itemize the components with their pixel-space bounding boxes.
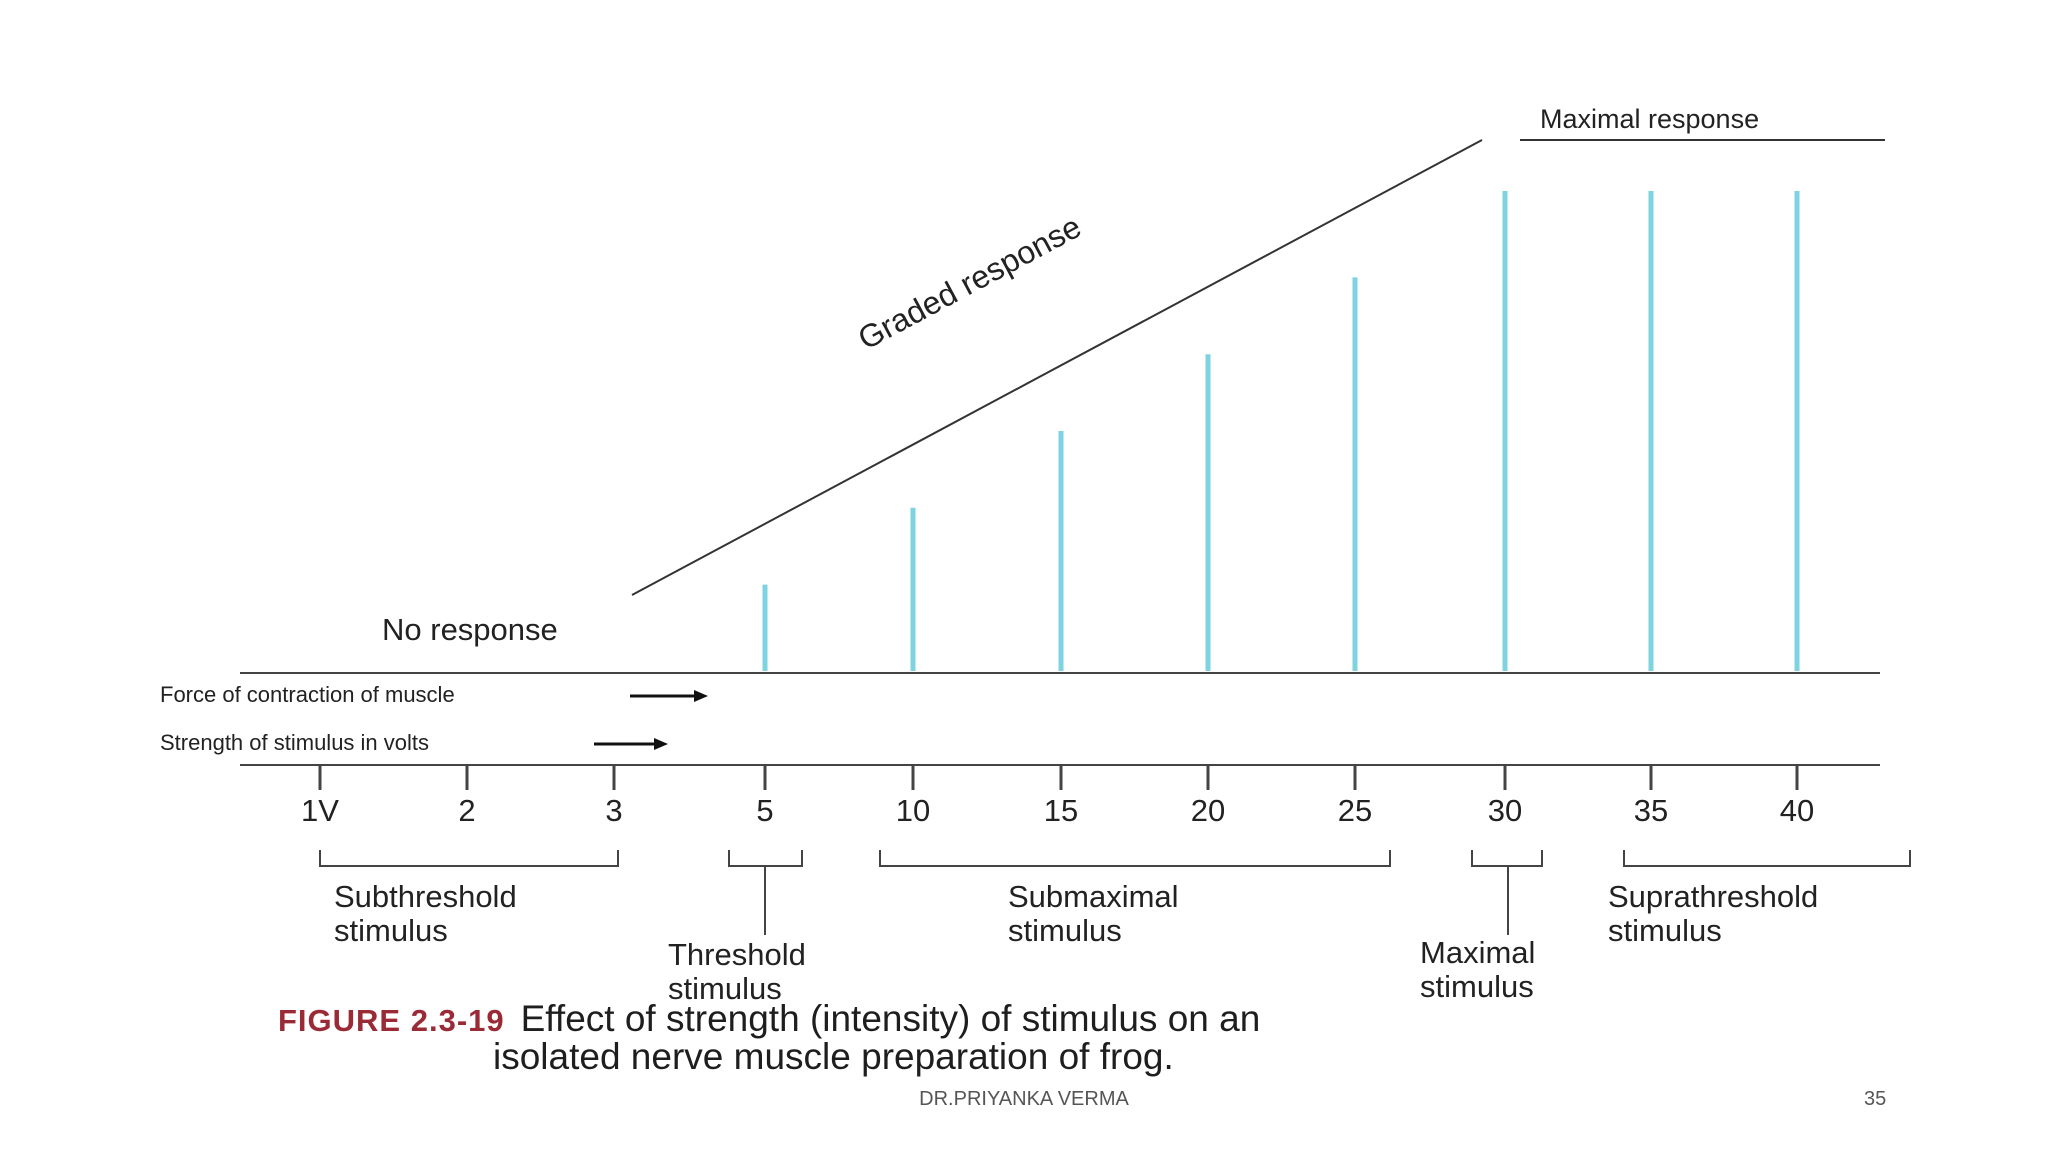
- page-number: 35: [1864, 1088, 1887, 1110]
- caption-text-1: Effect of strength (intensity) of stimul…: [520, 998, 1261, 1039]
- submaximal-label: Submaximal stimulus: [1008, 879, 1179, 949]
- threshold-bracket: [728, 850, 803, 935]
- tick-label: 3: [605, 793, 623, 828]
- footer-author: DR.PRIYANKA VERMA: [919, 1088, 1129, 1110]
- tick-label: 5: [756, 793, 774, 828]
- figure-caption: FIGURE 2.3-19 Effect of strength (intensi…: [278, 998, 1778, 1076]
- no-response-label: No response: [382, 612, 558, 647]
- maximal-label: Maximal stimulus: [1420, 935, 1536, 1005]
- threshold-label: Threshold stimulus: [668, 938, 806, 1002]
- suprathreshold-bracket: [1623, 850, 1911, 867]
- tick-label: 2: [458, 793, 476, 828]
- caption-line-1: FIGURE 2.3-19 Effect of strength (intensi…: [278, 998, 1778, 1039]
- tick-label: 10: [895, 793, 931, 828]
- suprathreshold-label: Suprathreshold stimulus: [1608, 879, 1819, 949]
- submaximal-bracket: [879, 850, 1391, 867]
- caption-line-2: isolated nerve muscle preparation of fro…: [278, 1038, 1778, 1076]
- force-axis-label: Force of contraction of muscle: [160, 682, 455, 707]
- tick-label: 1V: [301, 793, 339, 828]
- force-arrow-head: [694, 690, 708, 702]
- strength-arrow-head: [654, 738, 668, 750]
- tick-label: 15: [1043, 793, 1079, 828]
- subthreshold-label: Subthreshold stimulus: [334, 879, 517, 949]
- maximal-bracket: [1471, 850, 1543, 935]
- caption-text-2: isolated nerve muscle preparation of fro…: [493, 1036, 1174, 1078]
- tick-label: 30: [1487, 793, 1523, 828]
- graded-response-line: [631, 139, 1483, 596]
- response-bars: [762, 191, 1800, 671]
- tick-marks: [318, 765, 1799, 790]
- tick-label: 35: [1633, 793, 1669, 828]
- tick-label: 40: [1779, 793, 1815, 828]
- tick-label: 25: [1337, 793, 1373, 828]
- maximal-response-label: Maximal response: [1540, 104, 1760, 134]
- tick-label: 20: [1190, 793, 1226, 828]
- subthreshold-bracket: [319, 850, 619, 867]
- figure-label: FIGURE 2.3-19: [278, 1003, 505, 1038]
- strength-axis-label: Strength of stimulus in volts: [160, 730, 430, 755]
